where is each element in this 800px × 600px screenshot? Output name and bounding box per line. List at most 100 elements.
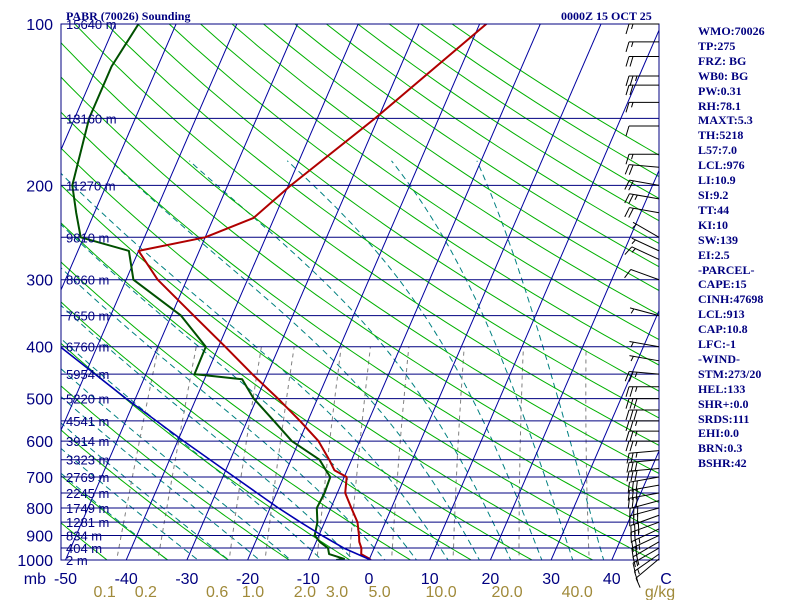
- moist-adiabat--30: [61, 472, 169, 560]
- temperature-tick-label: 30: [542, 571, 560, 588]
- index-entry: TP:275: [698, 38, 736, 53]
- isotherms: [0, 0, 659, 571]
- wind-barb: [625, 23, 659, 35]
- wind-barb: [629, 341, 660, 348]
- wind-barb: [624, 179, 660, 191]
- indices-panel: WMO:70026 TP:275 FRZ: BG WB0: BG PW:0.31 RH:7…: [698, 24, 798, 471]
- index-entry: LFC:-1: [698, 337, 736, 352]
- mixing-ratio-3: [348, 346, 371, 560]
- mixing-ratio-label: 3.0: [326, 584, 348, 600]
- wind-barb: [625, 420, 659, 431]
- index-entry: STM:273/20: [698, 366, 762, 381]
- x-axis-label: C: [660, 571, 672, 588]
- isotherm--50: [64, 24, 299, 560]
- index-entry: SI:9.2: [698, 187, 729, 202]
- wind-barb: [633, 553, 660, 582]
- pressure-tick-label: 400: [26, 340, 53, 357]
- isotherm--30: [186, 24, 420, 560]
- wind-barb: [625, 41, 659, 53]
- pressure-tick-label: 1000: [17, 553, 53, 570]
- mixing-ratio-label: 1.0: [242, 584, 264, 600]
- height-label: 2769 m: [66, 470, 109, 485]
- isotherm--40: [125, 24, 359, 560]
- pressure-tick-label: 800: [26, 501, 53, 518]
- temperature-tick-label: -10: [297, 571, 320, 588]
- height-label: 5954 m: [66, 367, 109, 382]
- height-label: 3323 m: [66, 453, 109, 468]
- wind-barb: [624, 164, 660, 175]
- temperature-trace: [137, 24, 488, 560]
- wind-barb: [625, 430, 659, 442]
- dry-adiabats: [61, 24, 659, 560]
- temperature-tick-label: -20: [236, 571, 259, 588]
- index-entry: LCL:913: [698, 307, 745, 322]
- moist-adiabat-30: [286, 160, 543, 560]
- wind-barb: [625, 56, 659, 67]
- wind-barb: [624, 269, 660, 281]
- isotherm--70: [61, 24, 177, 292]
- index-entry: WMO:70026: [698, 24, 765, 38]
- isotherm--100: [0, 0, 5, 571]
- pressure-tick-label: 200: [26, 178, 53, 195]
- isotherm--60: [61, 24, 238, 432]
- height-label: 3914 m: [66, 434, 109, 449]
- wind-barb: [625, 84, 659, 96]
- index-entry: FRZ: BG: [698, 53, 747, 68]
- index-entry: SW:139: [698, 232, 739, 247]
- height-label: 4541 m: [66, 414, 109, 429]
- wind-barb: [624, 207, 660, 218]
- temperature-tick-label: 20: [482, 571, 500, 588]
- dry-adiabat-270: [61, 342, 351, 560]
- mixing-ratio-0.6: [228, 346, 262, 560]
- station-title: PABR (70026) Sounding: [66, 9, 191, 23]
- height-label: 2 m: [66, 553, 88, 568]
- dry-adiabat-340: [61, 76, 659, 504]
- moist-adiabat--10: [61, 368, 292, 560]
- pressure-tick-label: 300: [26, 273, 53, 290]
- moist-adiabat-20: [110, 160, 480, 560]
- index-entry: HEL:133: [698, 381, 746, 396]
- sounding-traces: [61, 24, 488, 560]
- height-label: 5220 m: [66, 392, 109, 407]
- mixing-ratio-label: 0.6: [206, 584, 228, 600]
- wind-barb: [626, 468, 660, 482]
- dry-adiabat-260: [61, 385, 291, 560]
- height-label: 6760 m: [66, 340, 109, 355]
- height-label: 11270 m: [66, 178, 116, 193]
- mixing-ratio-label: 5.0: [368, 584, 390, 600]
- wind-barb: [629, 500, 660, 519]
- height-label: 7650 m: [66, 309, 109, 324]
- index-entry: TH:5218: [698, 128, 744, 143]
- pressure-tick-label: 700: [26, 470, 53, 487]
- index-entry: WB0: BG: [698, 68, 749, 83]
- moist-adiabat--5: [61, 338, 323, 560]
- index-entry: BSHR:42: [698, 456, 747, 471]
- wind-barb: [627, 476, 660, 493]
- dewpoint-trace: [71, 24, 345, 560]
- temperature-tick-label: 40: [603, 571, 621, 588]
- mixing-ratio-label: 0.1: [94, 584, 116, 600]
- mixing-ratio-0.2: [157, 346, 197, 560]
- isotherm--20: [247, 24, 481, 560]
- wind-barb: [625, 440, 659, 452]
- temperature-tick-label: -40: [115, 571, 138, 588]
- moist-adiabat--25: [61, 447, 199, 560]
- mixing-ratio-5: [391, 346, 410, 560]
- isobars: [61, 24, 659, 560]
- moist-adiabat-35: [391, 160, 574, 560]
- mixing-ratio-1: [264, 346, 295, 560]
- wind-barb: [624, 371, 660, 382]
- index-entry: -PARCEL-: [698, 262, 755, 277]
- moist-adiabat--20: [61, 422, 230, 560]
- dry-adiabat-350: [61, 42, 659, 475]
- height-label: 15640 m: [66, 17, 117, 32]
- wind-barb: [629, 355, 660, 362]
- wind-barb: [625, 386, 659, 397]
- isotherm-30: [550, 309, 659, 560]
- temperature-tick-label: 0: [365, 571, 374, 588]
- isotherm--80: [61, 24, 116, 151]
- index-entry: LI:10.9: [698, 173, 736, 188]
- index-entry: LCL:976: [698, 158, 745, 173]
